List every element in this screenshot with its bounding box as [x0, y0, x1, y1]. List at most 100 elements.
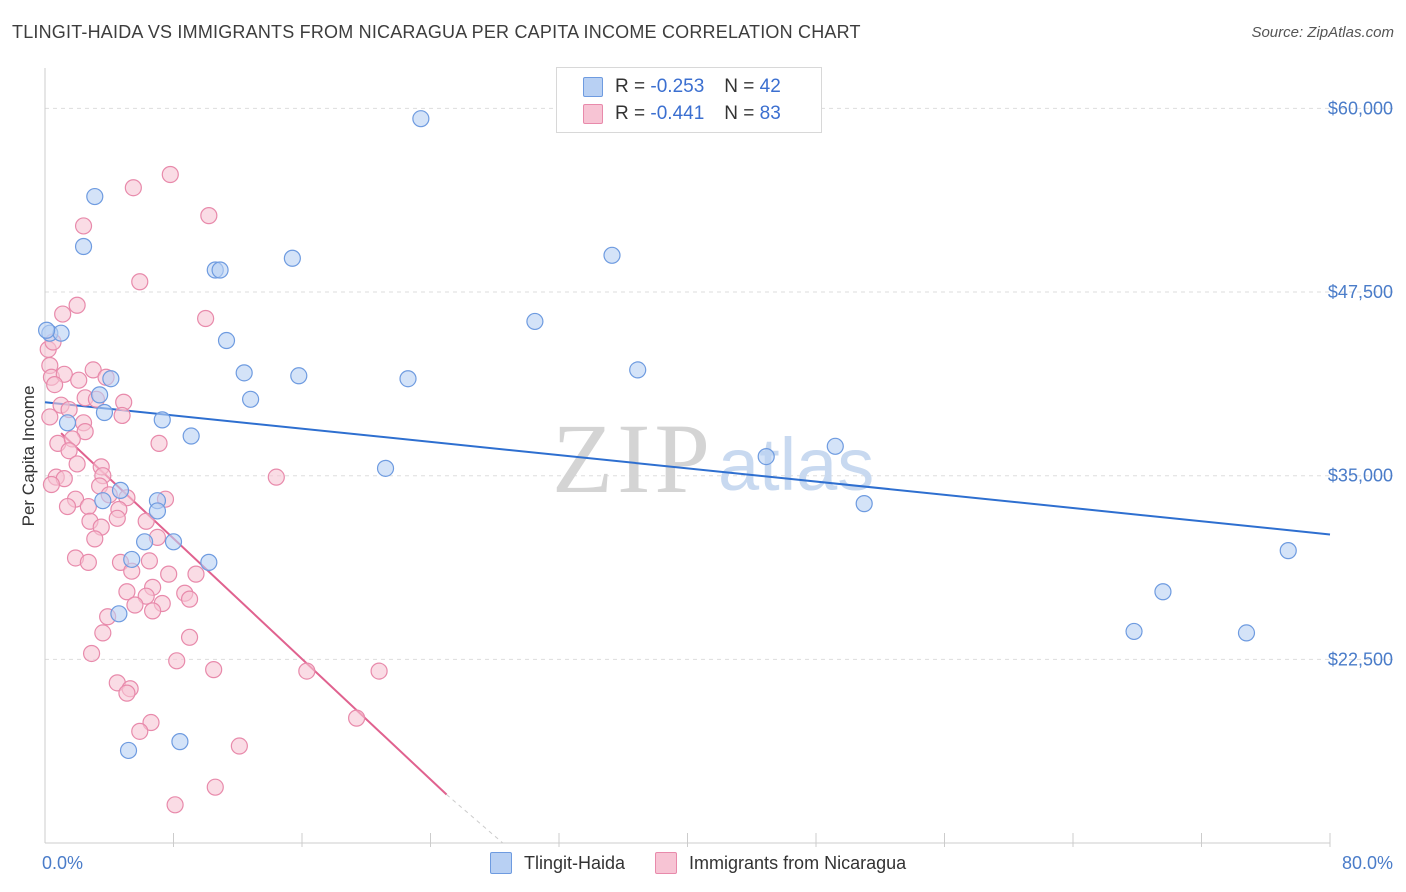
point-tlingit-haida	[111, 481, 130, 499]
point-tlingit-haida	[102, 370, 120, 388]
y-axis-label: Per Capita Income	[19, 386, 38, 527]
point-tlingit-haida	[164, 533, 183, 551]
point-nicaragua	[126, 596, 144, 614]
point-tlingit-haida	[855, 495, 873, 513]
legend-r-label: R =	[615, 76, 646, 97]
point-nicaragua	[82, 644, 101, 663]
point-nicaragua	[118, 583, 136, 601]
legend-row-nicaragua: R = -0.441 N = 83	[583, 102, 781, 126]
point-tlingit-haida	[399, 370, 417, 388]
trendline-tlingit-haida	[44, 401, 1331, 536]
point-tlingit-haida	[629, 361, 647, 379]
point-nicaragua	[370, 662, 388, 680]
legend-row-tlingit: R = -0.253 N = 42	[583, 75, 781, 99]
point-nicaragua	[267, 468, 285, 486]
point-nicaragua	[118, 684, 136, 702]
legend-r-value: -0.253	[650, 76, 705, 97]
point-tlingit-haida	[200, 553, 218, 571]
y-tick-label: $60,000	[1328, 98, 1393, 118]
point-nicaragua	[230, 737, 248, 755]
y-tick-label: $22,500	[1328, 649, 1393, 669]
point-nicaragua	[46, 376, 64, 394]
legend-r-label: R =	[615, 103, 646, 124]
source-label: Source: ZipAtlas.com	[1251, 24, 1394, 41]
tick-labels: $22,500 $35,000 $47,500 $60,000 0.0% 80.0%	[42, 98, 1393, 873]
legend-r-value: -0.441	[650, 103, 705, 124]
point-nicaragua	[68, 296, 86, 314]
point-nicaragua	[54, 305, 72, 323]
chart-title: TLINGIT-HAIDA VS IMMIGRANTS FROM NICARAG…	[12, 22, 861, 42]
point-nicaragua	[68, 455, 86, 473]
point-nicaragua	[160, 565, 178, 583]
point-nicaragua	[168, 652, 186, 670]
point-nicaragua	[298, 662, 316, 680]
grid-lines	[45, 107, 1395, 660]
point-tlingit-haida	[1154, 583, 1172, 601]
point-tlingit-haida	[135, 533, 154, 551]
point-nicaragua	[86, 530, 104, 548]
point-tlingit-haida	[148, 502, 167, 520]
point-nicaragua	[140, 552, 159, 570]
point-tlingit-haida	[235, 364, 253, 382]
point-tlingit-haida	[110, 605, 128, 623]
legend-label-nicaragua: Immigrants from Nicaragua	[689, 852, 907, 873]
point-nicaragua	[131, 273, 149, 291]
y-tick-label: $35,000	[1328, 466, 1393, 486]
point-tlingit-haida	[38, 321, 56, 339]
point-tlingit-haida	[58, 414, 77, 432]
point-tlingit-haida	[826, 437, 844, 455]
point-tlingit-haida	[376, 459, 395, 477]
x-tick-label-min: 0.0%	[42, 853, 83, 873]
series-legend: Tlingit-Haida Immigrants from Nicaragua	[490, 852, 936, 874]
point-nicaragua	[60, 442, 78, 460]
point-nicaragua	[74, 217, 93, 235]
point-nicaragua	[42, 475, 61, 494]
point-nicaragua	[124, 179, 142, 197]
point-tlingit-haida	[1279, 542, 1297, 560]
point-nicaragua	[131, 722, 149, 740]
point-nicaragua	[113, 406, 131, 425]
point-nicaragua	[150, 434, 168, 452]
legend-swatch-pink	[655, 852, 678, 874]
point-tlingit-haida	[91, 386, 109, 404]
point-nicaragua	[79, 553, 97, 571]
point-nicaragua	[137, 587, 155, 605]
point-tlingit-haida	[182, 427, 200, 445]
point-tlingit-haida	[217, 331, 236, 350]
point-nicaragua	[187, 565, 205, 583]
stats-legend: R = -0.253 N = 42 R = -0.441 N = 83	[556, 67, 822, 133]
y-tick-label: $47,500	[1328, 282, 1393, 302]
data-points	[38, 110, 1297, 814]
point-nicaragua	[180, 590, 199, 608]
legend-n-value: 83	[759, 103, 781, 124]
point-nicaragua	[144, 602, 162, 620]
point-nicaragua	[76, 423, 94, 441]
point-tlingit-haida	[1125, 622, 1143, 641]
point-tlingit-haida	[119, 741, 138, 760]
point-nicaragua	[142, 713, 160, 732]
point-nicaragua	[84, 361, 102, 379]
point-tlingit-haida	[757, 447, 775, 466]
point-tlingit-haida	[290, 367, 308, 385]
legend-swatch-blue	[583, 77, 603, 97]
point-nicaragua	[58, 497, 77, 516]
legend-n-label: N =	[724, 76, 755, 97]
legend-swatch-blue	[490, 852, 512, 874]
point-tlingit-haida	[94, 492, 112, 510]
point-tlingit-haida	[52, 324, 70, 342]
point-tlingit-haida	[153, 411, 171, 429]
axes	[44, 68, 1331, 847]
point-tlingit-haida	[123, 550, 141, 569]
legend-item-tlingit-haida: Tlingit-Haida	[490, 852, 625, 874]
point-nicaragua	[200, 207, 218, 225]
watermark-zip: ZIP	[552, 403, 714, 514]
trendlines	[44, 401, 1331, 844]
trendline-nicaragua	[446, 794, 504, 844]
point-nicaragua	[137, 512, 155, 530]
point-nicaragua	[94, 624, 112, 642]
legend-label-tlingit-haida: Tlingit-Haida	[524, 852, 626, 873]
legend-item-nicaragua: Immigrants from Nicaragua	[655, 852, 906, 874]
point-nicaragua	[41, 408, 59, 426]
watermark: ZIP atlas	[552, 403, 874, 514]
